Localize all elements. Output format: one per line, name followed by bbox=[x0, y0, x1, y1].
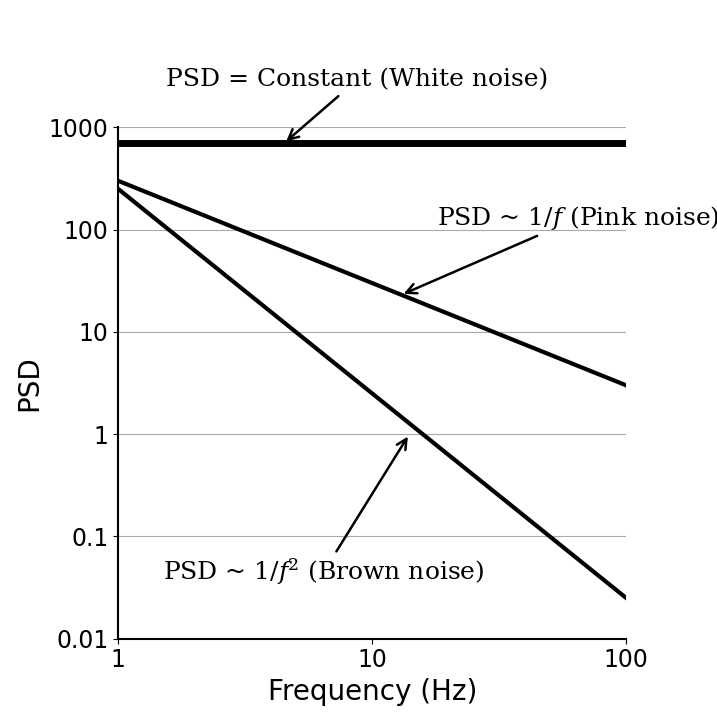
Text: PSD ~ 1/$\mathit{f}$ (Pink noise): PSD ~ 1/$\mathit{f}$ (Pink noise) bbox=[407, 204, 717, 293]
Text: PSD ~ 1/$\mathit{f}$$^2$ (Brown noise): PSD ~ 1/$\mathit{f}$$^2$ (Brown noise) bbox=[163, 439, 485, 588]
Text: PSD = Constant (White noise): PSD = Constant (White noise) bbox=[166, 68, 548, 140]
X-axis label: Frequency (Hz): Frequency (Hz) bbox=[267, 678, 477, 706]
Y-axis label: PSD: PSD bbox=[15, 355, 43, 411]
